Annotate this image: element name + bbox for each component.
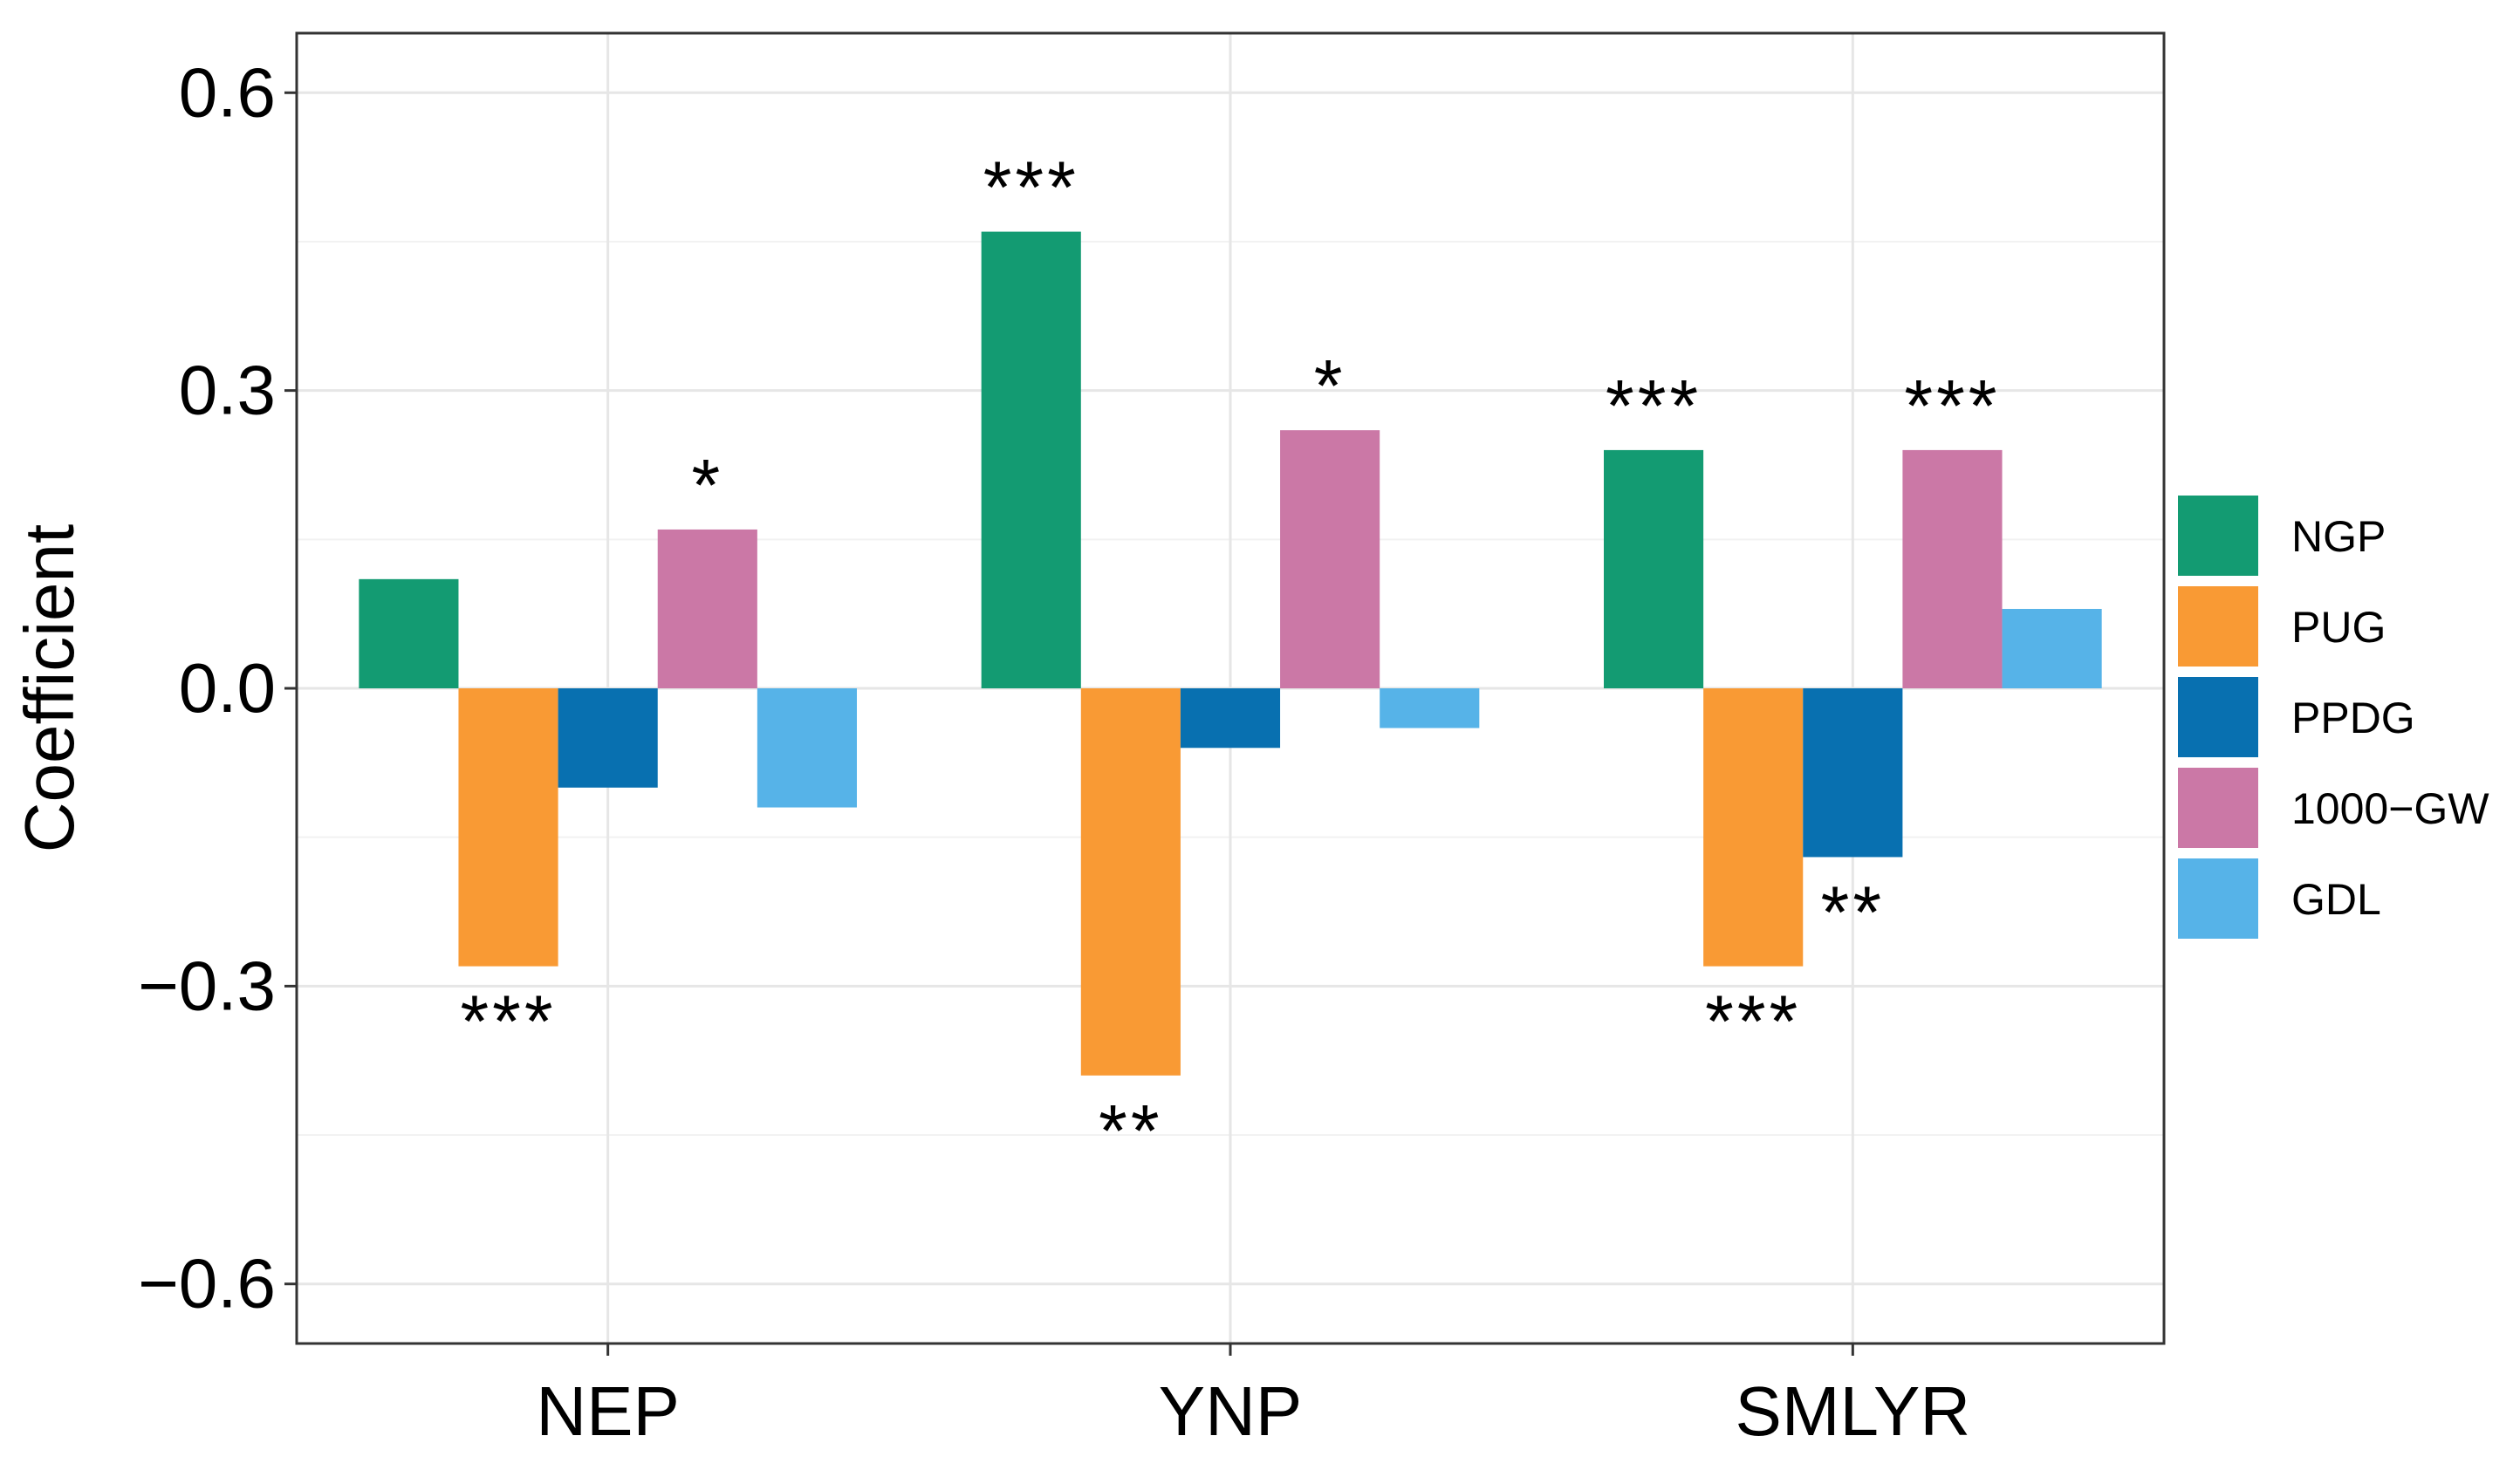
bar-nep-ppdg [558, 688, 658, 788]
bar-nep-1000-gw [657, 529, 757, 688]
y-axis-label: Coefficient [10, 524, 88, 853]
significance-label: ** [1821, 871, 1885, 953]
x-tick-label-nep: NEP [536, 1372, 680, 1450]
significance-label: *** [983, 147, 1079, 229]
significance-label: * [1314, 345, 1346, 427]
significance-label: *** [1705, 981, 1801, 1063]
legend-key-gdl [2178, 858, 2258, 939]
bar-ynp-ppdg [1180, 688, 1281, 749]
legend-label: 1000−GW [2291, 784, 2489, 833]
y-tick-label: 0.3 [179, 352, 276, 429]
legend-label: GDL [2291, 875, 2381, 924]
significance-label: * [691, 444, 723, 526]
bar-smlyr-ngp [1604, 449, 1704, 688]
bar-ynp-1000-gw [1280, 430, 1380, 688]
legend: NGP PUG PPDG 1000−GW GDL [2178, 496, 2489, 939]
bar-ynp-ngp [981, 231, 1081, 688]
significance-label: *** [1904, 365, 2000, 447]
bar-smlyr-gdl [2002, 608, 2102, 688]
legend-label: PUG [2291, 603, 2386, 652]
y-tick-label: −0.6 [138, 1245, 276, 1323]
bar-ynp-pug [1080, 688, 1181, 1076]
x-tick-label-ynp: YNP [1159, 1372, 1303, 1450]
y-tick-label: 0.0 [179, 649, 276, 727]
bar-smlyr-pug [1703, 688, 1804, 967]
bar-smlyr-1000-gw [1902, 449, 2003, 688]
bar-nep-gdl [757, 688, 857, 808]
legend-key-1000-gw [2178, 768, 2258, 848]
x-tick-label-smlyr: SMLYR [1735, 1372, 1970, 1450]
y-tick-label: 0.6 [179, 53, 276, 131]
legend-key-ngp [2178, 496, 2258, 576]
bar-nep-pug [458, 688, 558, 967]
significance-label: *** [460, 981, 556, 1063]
legend-label: NGP [2291, 512, 2386, 561]
legend-label: PPDG [2291, 694, 2415, 742]
legend-key-ppdg [2178, 677, 2258, 757]
bar-ynp-gdl [1380, 688, 1480, 728]
bar-nep-ngp [359, 578, 459, 688]
bar-smlyr-ppdg [1803, 688, 1903, 858]
significance-label: ** [1099, 1090, 1162, 1172]
y-tick-label: −0.3 [138, 947, 276, 1024]
significance-label: *** [1606, 365, 1702, 447]
legend-key-pug [2178, 586, 2258, 667]
